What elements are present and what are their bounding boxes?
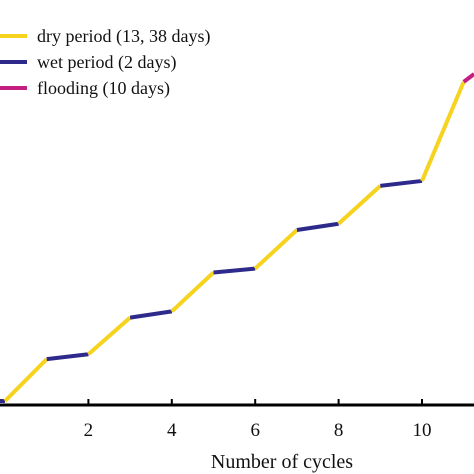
segment-9	[296, 221, 339, 232]
x-tick-label-10: 10	[413, 420, 432, 441]
segment-10	[337, 184, 382, 226]
segment-3	[46, 352, 89, 362]
segment-6	[170, 271, 215, 313]
segment-2	[3, 357, 49, 403]
segment-12	[420, 81, 466, 182]
x-tick-label-4: 4	[167, 420, 177, 441]
segment-5	[129, 309, 173, 320]
legend-label-2: wet period (2 days)	[37, 52, 176, 73]
segment-7	[213, 266, 256, 275]
segment-13	[462, 72, 474, 84]
x-tick-label-6: 6	[250, 420, 260, 441]
x-tick-label-8: 8	[334, 420, 344, 441]
segment-8	[253, 228, 299, 271]
x-axis-ticks: 24681012	[84, 399, 432, 441]
legend-label-1: dry period (13, 38 days)	[37, 26, 210, 47]
x-tick-label-2: 2	[84, 420, 94, 441]
segment-4	[87, 316, 132, 356]
legend: dry period (13, 38 days) wet period (2 da…	[0, 26, 210, 99]
series-lines	[0, 72, 474, 403]
legend-label-3: flooding (10 days)	[37, 78, 170, 99]
x-axis-label: Number of cycles	[211, 451, 353, 473]
segment-11	[380, 178, 423, 188]
